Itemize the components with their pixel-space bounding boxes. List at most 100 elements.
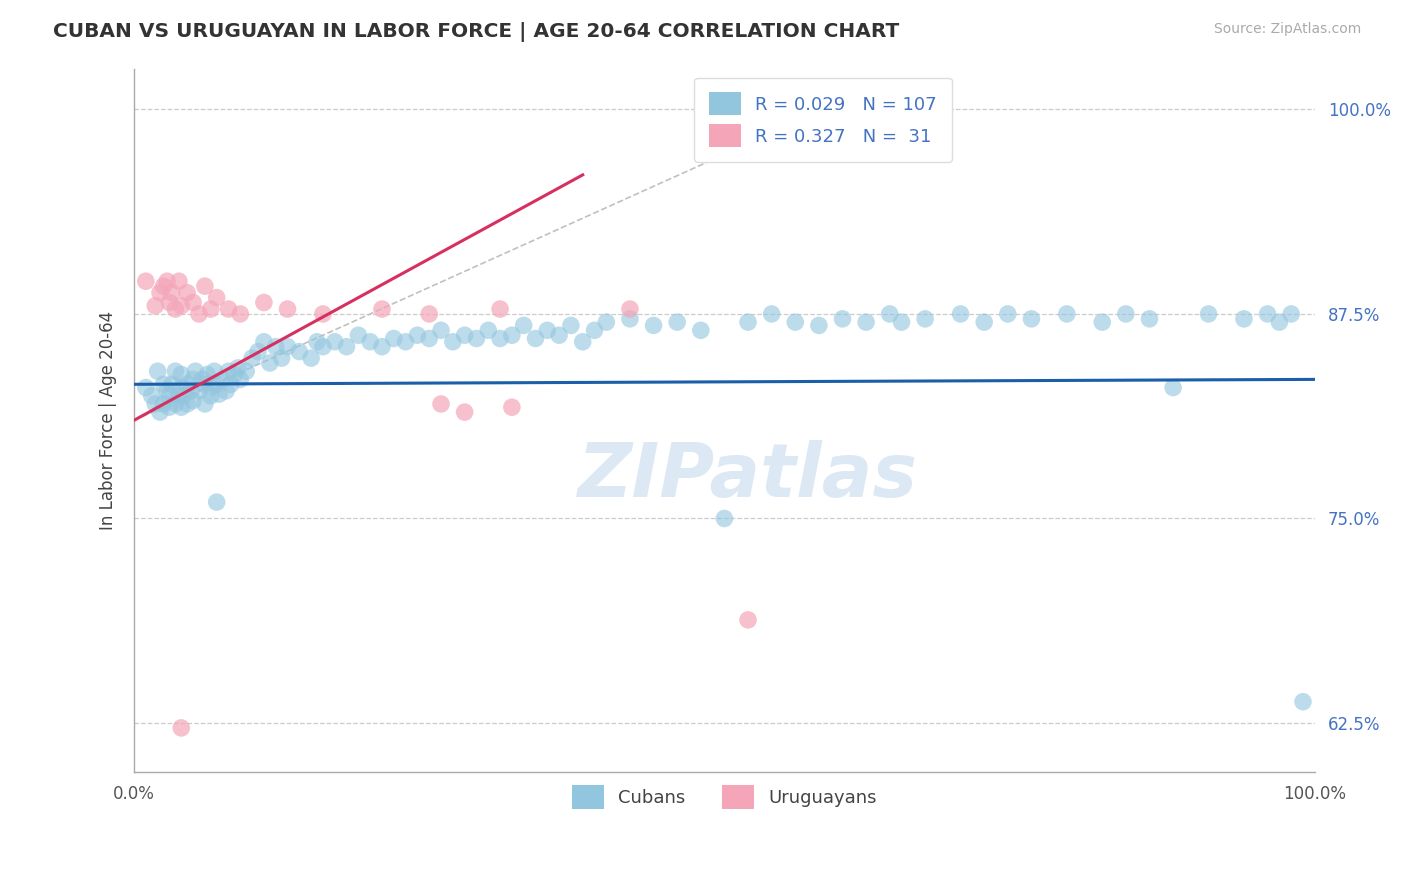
Point bbox=[430, 323, 453, 337]
Point bbox=[156, 274, 179, 288]
Point bbox=[453, 328, 475, 343]
Point bbox=[173, 389, 195, 403]
Point bbox=[170, 721, 193, 735]
Point bbox=[165, 397, 187, 411]
Point bbox=[347, 328, 370, 343]
Point bbox=[152, 377, 174, 392]
Point bbox=[208, 387, 231, 401]
Point bbox=[149, 405, 172, 419]
Point bbox=[149, 285, 172, 300]
Point bbox=[1268, 315, 1291, 329]
Point bbox=[371, 340, 394, 354]
Point bbox=[170, 401, 193, 415]
Point bbox=[831, 311, 853, 326]
Point bbox=[141, 389, 163, 403]
Point bbox=[170, 299, 193, 313]
Point bbox=[1115, 307, 1137, 321]
Point bbox=[194, 279, 217, 293]
Point bbox=[890, 315, 912, 329]
Point bbox=[1279, 307, 1302, 321]
Point bbox=[524, 331, 547, 345]
Point bbox=[176, 377, 198, 392]
Point bbox=[159, 389, 181, 403]
Point bbox=[176, 285, 198, 300]
Point bbox=[489, 301, 512, 316]
Point bbox=[195, 368, 218, 382]
Point bbox=[226, 360, 249, 375]
Point bbox=[218, 364, 240, 378]
Point bbox=[219, 377, 242, 392]
Point bbox=[170, 380, 193, 394]
Point bbox=[159, 295, 181, 310]
Point bbox=[165, 364, 187, 378]
Point bbox=[323, 334, 346, 349]
Point bbox=[176, 397, 198, 411]
Point bbox=[146, 364, 169, 378]
Point bbox=[619, 311, 641, 326]
Point bbox=[181, 295, 204, 310]
Point bbox=[184, 364, 207, 378]
Point bbox=[152, 397, 174, 411]
Point bbox=[1021, 311, 1043, 326]
Legend: Cubans, Uruguayans: Cubans, Uruguayans bbox=[564, 778, 884, 816]
Point bbox=[270, 351, 292, 365]
Point bbox=[1198, 307, 1220, 321]
Point bbox=[512, 318, 534, 333]
Point bbox=[737, 613, 759, 627]
Point bbox=[205, 291, 228, 305]
Point bbox=[489, 331, 512, 345]
Point bbox=[235, 364, 257, 378]
Text: ZIPatlas: ZIPatlas bbox=[578, 440, 918, 513]
Point bbox=[312, 307, 335, 321]
Point bbox=[180, 384, 202, 398]
Point bbox=[997, 307, 1019, 321]
Point bbox=[165, 301, 187, 316]
Point bbox=[949, 307, 972, 321]
Point bbox=[1091, 315, 1114, 329]
Point bbox=[359, 334, 381, 349]
Point bbox=[143, 299, 166, 313]
Point bbox=[253, 295, 276, 310]
Point bbox=[211, 372, 233, 386]
Point bbox=[382, 331, 405, 345]
Point bbox=[312, 340, 335, 354]
Point bbox=[188, 384, 211, 398]
Point bbox=[202, 364, 225, 378]
Point bbox=[1292, 695, 1315, 709]
Point bbox=[1056, 307, 1078, 321]
Point bbox=[200, 389, 222, 403]
Point bbox=[643, 318, 665, 333]
Point bbox=[418, 331, 440, 345]
Point bbox=[194, 397, 217, 411]
Point bbox=[571, 334, 593, 349]
Point bbox=[807, 318, 830, 333]
Point bbox=[205, 495, 228, 509]
Point bbox=[160, 377, 183, 392]
Point bbox=[465, 331, 488, 345]
Point bbox=[855, 315, 877, 329]
Point bbox=[536, 323, 558, 337]
Point bbox=[548, 328, 571, 343]
Point bbox=[224, 368, 246, 382]
Point bbox=[288, 344, 311, 359]
Point bbox=[406, 328, 429, 343]
Point bbox=[583, 323, 606, 337]
Point bbox=[200, 380, 222, 394]
Point bbox=[619, 301, 641, 316]
Y-axis label: In Labor Force | Age 20-64: In Labor Force | Age 20-64 bbox=[100, 310, 117, 530]
Point bbox=[1161, 380, 1184, 394]
Point bbox=[160, 285, 183, 300]
Point bbox=[418, 307, 440, 321]
Point bbox=[335, 340, 357, 354]
Point bbox=[1233, 311, 1256, 326]
Point bbox=[218, 301, 240, 316]
Text: CUBAN VS URUGUAYAN IN LABOR FORCE | AGE 20-64 CORRELATION CHART: CUBAN VS URUGUAYAN IN LABOR FORCE | AGE … bbox=[53, 22, 900, 42]
Point bbox=[167, 274, 190, 288]
Point bbox=[914, 311, 936, 326]
Point bbox=[441, 334, 464, 349]
Point bbox=[501, 328, 523, 343]
Point bbox=[188, 307, 211, 321]
Point bbox=[229, 307, 252, 321]
Point bbox=[1139, 311, 1161, 326]
Point bbox=[305, 334, 328, 349]
